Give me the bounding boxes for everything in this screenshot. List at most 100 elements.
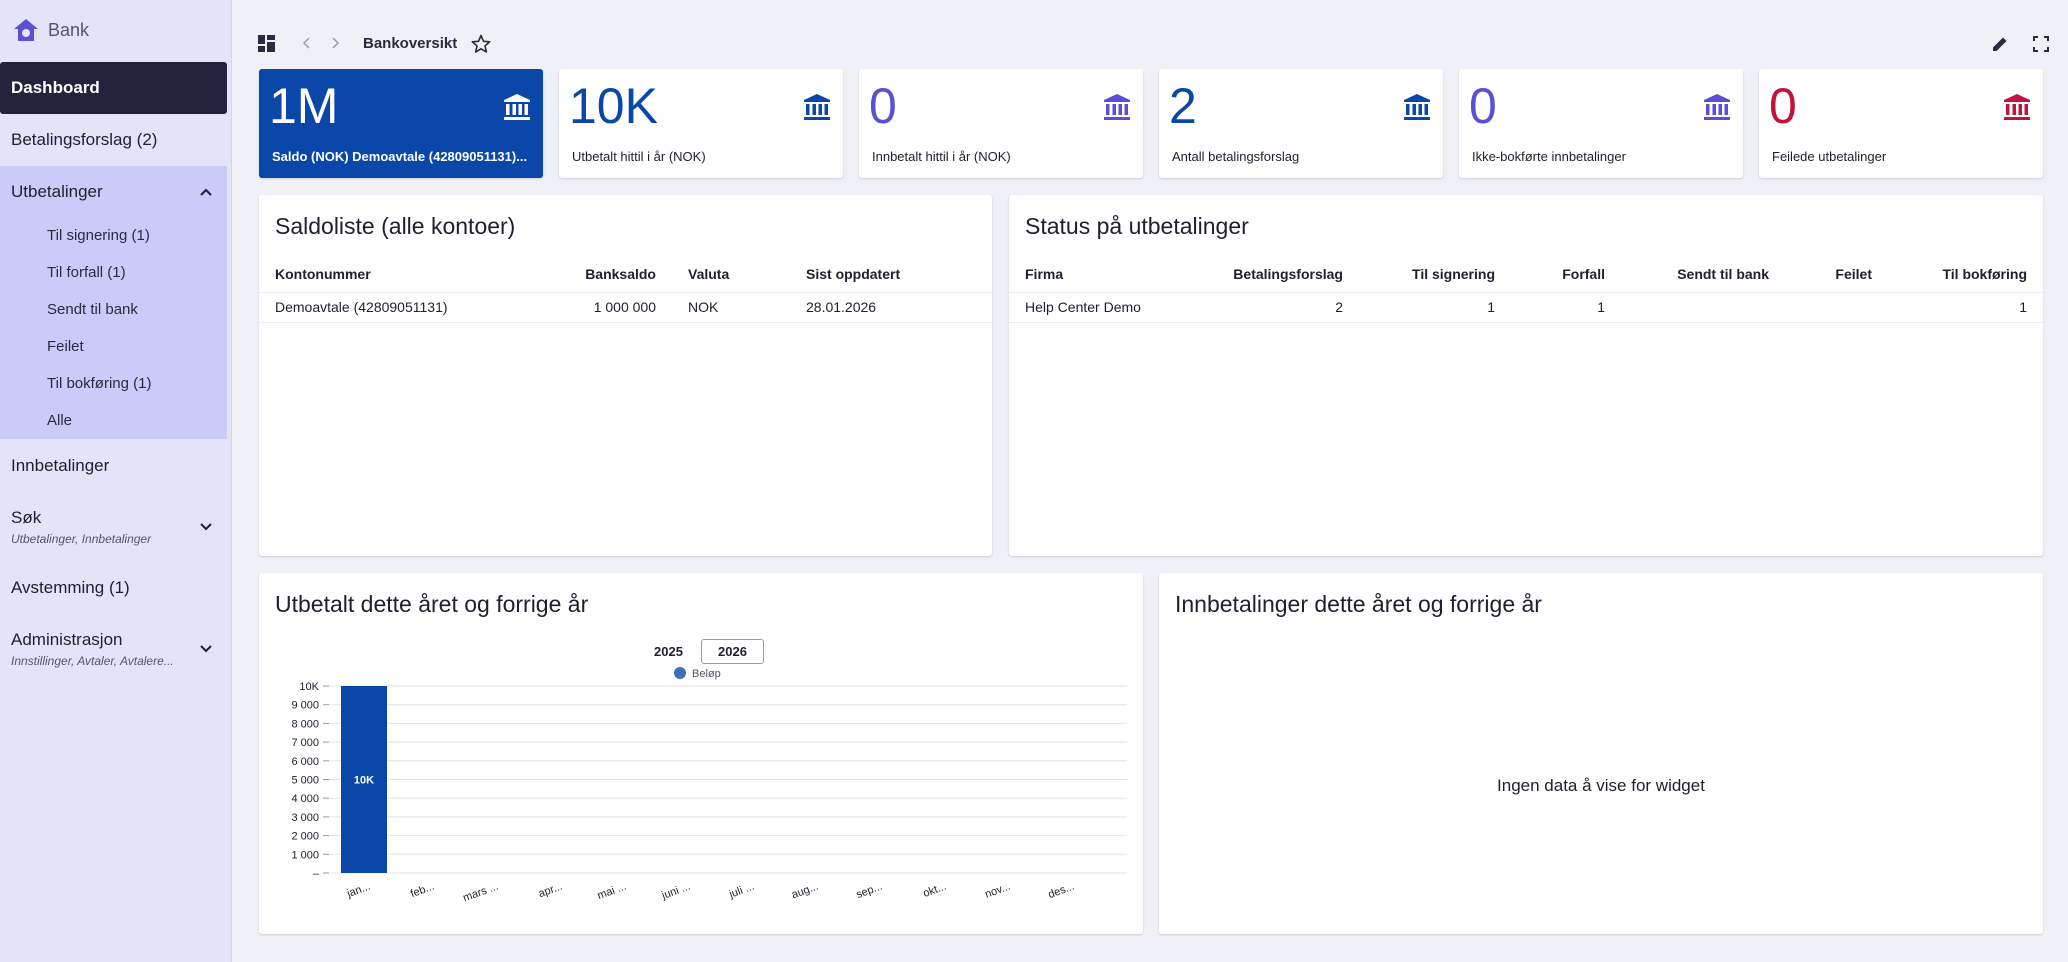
y-tick-label: – [313,868,320,880]
bank-icon-part [818,104,822,115]
bank-icon-part [1718,104,1722,115]
sub-alle[interactable]: Alle [47,412,73,429]
column-header[interactable]: Forfall [1562,266,1605,282]
bank-icon-part [1104,117,1130,120]
column-header[interactable]: Valuta [688,266,730,282]
status-table: Firma Betalingsforslag Til signering For… [1009,266,2043,323]
y-tick-label: 3 000 [291,812,319,824]
kpi-card-saldo[interactable]: 1M Saldo (NOK) Demoavtale (42809051131).… [259,69,543,178]
year-toggle-2026[interactable]: 2026 [701,639,764,664]
column-header[interactable]: Feilet [1835,266,1872,282]
legend-marker [674,667,686,679]
chevron-left-icon[interactable] [300,36,314,50]
kpi-value: 0 [869,78,897,134]
nav-utbetalinger-label: Utbetalinger [11,182,103,201]
kpi-card-feilede[interactable]: 0 Feilede utbetalinger [1759,69,2043,178]
table-header-row: Kontonummer Banksaldo Valuta Sist oppdat… [259,266,992,293]
bank-icon-part [2004,94,2030,102]
kpi-label: Antall betalingsforslag [1172,149,1300,164]
column-header[interactable]: Kontonummer [275,266,371,282]
y-tick-label: 7 000 [291,737,319,749]
table-row[interactable]: Help Center Demo 2 1 1 1 [1009,292,2043,323]
table-cell: 1 [1872,292,2043,323]
bank-icon-part [524,104,528,115]
nav-utbetalinger[interactable]: Utbetalinger [0,170,227,214]
sub-sendt-til-bank[interactable]: Sendt til bank [47,301,138,318]
sub-til-signering[interactable]: Til signering (1) [47,227,150,244]
sub-til-forfall[interactable]: Til forfall (1) [47,264,126,281]
x-tick-label: mai ... [596,881,628,903]
nav-betalingsforslag[interactable]: Betalingsforslag (2) [0,118,227,162]
kpi-card-betalingsforslag[interactable]: 2 Antall betalingsforslag [1159,69,1443,178]
nav-dashboard[interactable]: Dashboard [0,62,227,114]
bank-icon-part [504,94,530,102]
bank-icon-part [2006,104,2010,115]
bank-icon-part [2018,104,2022,115]
column-header[interactable]: Banksaldo [585,266,656,282]
star-icon[interactable] [471,34,491,54]
saldoliste-title: Saldoliste (alle kontoer) [275,213,516,239]
nav-avstemming-label: Avstemming (1) [11,578,130,597]
bank-icon-part [1412,104,1416,115]
saldoliste-table: Kontonummer Banksaldo Valuta Sist oppdat… [259,266,992,323]
kpi-label: Utbetalt hittil i år (NOK) [572,149,706,164]
x-tick-label: sep... [855,881,884,901]
bank-icon-part [1404,94,1430,102]
year-toggle-2025[interactable]: 2025 [654,644,683,659]
bank-icon-part [504,117,530,120]
nav-administrasjon[interactable]: Administrasjon Innstillinger, Avtaler, A… [0,622,227,678]
table-cell: 28.01.2026 [806,292,992,323]
chevron-right-icon[interactable] [328,36,342,50]
column-header[interactable]: Firma [1025,266,1064,282]
table-cell: NOK [656,292,806,323]
y-tick-label: 1 000 [291,849,319,861]
utbetalt-chart-panel: Utbetalt dette året og forrige år 2025 2… [259,573,1143,934]
fullscreen-icon[interactable] [2033,36,2049,52]
innbetalinger-title: Innbetalinger dette året og forrige år [1175,591,1542,617]
x-tick-label: nov... [983,881,1012,901]
nav-avstemming[interactable]: Avstemming (1) [0,566,227,610]
nav-innbetalinger[interactable]: Innbetalinger [0,444,227,488]
bank-icon-part [804,94,830,102]
sidebar: Bank Dashboard Betalingsforslag (2) Utbe… [0,0,232,962]
kpi-card-innbetalt[interactable]: 0 Innbetalt hittil i år (NOK) [859,69,1143,178]
column-header[interactable]: Sendt til bank [1677,266,1769,282]
nav-sok[interactable]: Søk Utbetalinger, Innbetalinger [0,500,227,556]
column-header[interactable]: Til bokføring [1942,266,2027,282]
table-cell [1605,292,1769,323]
bank-building-icon [804,94,830,120]
x-tick-label: juni ... [659,881,692,903]
column-header[interactable]: Sist oppdatert [806,266,901,282]
table-row[interactable]: Demoavtale (42809051131) 1 000 000 NOK 2… [259,292,992,323]
bar [341,686,387,873]
kpi-value: 1M [269,78,339,134]
bank-building-icon [2004,94,2030,120]
x-tick-label: mars ... [461,881,500,905]
bar-chart: Beløp – 1 000 2 000 3 000 4 000 5 000 6 000 7 00… [291,667,1127,905]
column-header[interactable]: Betalingsforslag [1233,266,1343,282]
y-tick-label: 6 000 [291,756,319,768]
sub-feilet[interactable]: Feilet [47,338,84,355]
nav-innbetalinger-label: Innbetalinger [11,456,110,475]
bank-icon-part [1704,94,1730,102]
bank-icon-part [824,104,828,115]
kpi-value: 0 [1769,78,1797,134]
app-logo[interactable]: Bank [12,16,89,44]
nav-administrasjon-label: Administrasjon [11,630,123,649]
kpi-label: Innbetalt hittil i år (NOK) [872,149,1011,164]
nav-sok-sub: Utbetalinger, Innbetalinger [11,532,152,546]
nav-betalingsforslag-label: Betalingsforslag (2) [11,130,158,149]
bank-icon-part [506,104,510,115]
kpi-card-utbetalt[interactable]: 10K Utbetalt hittil i år (NOK) [559,69,843,178]
kpi-card-ikke-bokforte[interactable]: 0 Ikke-bokførte innbetalinger [1459,69,1743,178]
column-header[interactable]: Til signering [1412,266,1495,282]
dashboard-grid-icon[interactable] [258,35,275,52]
edit-pencil-icon[interactable] [1991,35,2009,53]
x-tick-label: feb... [409,881,436,901]
bank-icon-part [1112,104,1116,115]
sub-til-bokforing[interactable]: Til bokføring (1) [47,375,152,392]
bar-data-label: 10K [354,775,374,787]
table-cell [1769,292,1872,323]
bank-icon-part [1724,104,1728,115]
chevron-up-icon [200,188,212,196]
